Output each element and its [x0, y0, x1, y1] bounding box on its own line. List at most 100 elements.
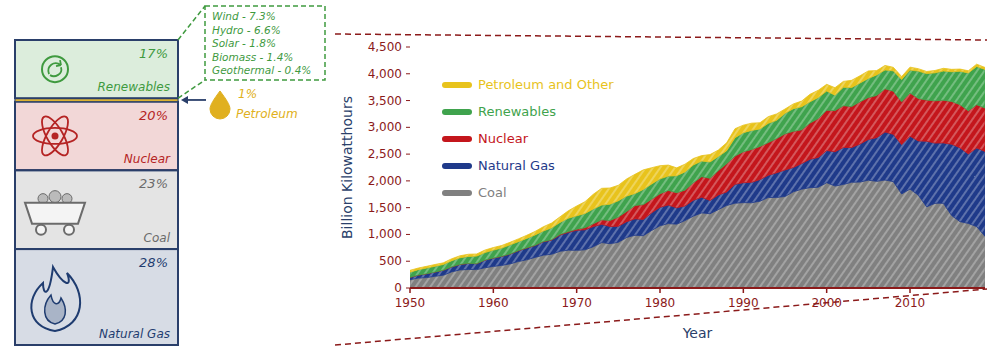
share-name: Petroleum — [236, 107, 298, 121]
breakdown-box — [205, 6, 325, 80]
breakdown-item: Biomass - 1.4% — [212, 51, 293, 63]
share-label: 1% — [238, 87, 257, 101]
y-tick-label: 500 — [379, 254, 402, 268]
y-axis: 0 500 1,000 1,500 2,000 2,500 3,000 3,500 4,000 4… — [339, 40, 410, 295]
y-tick-label: 4,000 — [368, 67, 402, 81]
x-tick-label: 1980 — [645, 296, 676, 310]
legend-label: Coal — [478, 185, 507, 200]
breakdown-link — [178, 80, 205, 98]
x-axis: 1950 1960 1970 1980 1990 2000 2010 Year — [395, 288, 985, 341]
share-name: Nuclear — [124, 152, 171, 166]
share-label: 28% — [139, 255, 168, 270]
y-tick — [406, 234, 410, 235]
x-tick-label: 1950 — [395, 296, 426, 310]
legend: Petroleum and Other Renewables Nuclear Natu… — [445, 77, 614, 200]
breakdown-item: Geothermal - 0.4% — [212, 64, 311, 76]
legend-swatch — [445, 136, 469, 142]
zoom-connector — [335, 34, 987, 40]
zoom-connector — [335, 289, 987, 345]
x-tick — [659, 288, 661, 293]
flame-outer — [31, 267, 80, 331]
share-label: 23% — [139, 176, 168, 191]
y-tick-label: 4,500 — [368, 40, 402, 54]
y-tick — [406, 180, 410, 181]
share-name: Renewables — [98, 80, 170, 94]
y-tick-label: 3,000 — [368, 120, 402, 134]
breakdown-item: Wind - 7.3% — [212, 10, 276, 22]
share-box — [15, 249, 178, 345]
atom-orbit — [37, 113, 73, 159]
x-tick — [909, 288, 911, 293]
icon — [33, 113, 77, 159]
share-label: 20% — [139, 108, 168, 123]
legend-swatch — [445, 163, 469, 169]
icon — [42, 56, 68, 82]
y-tick — [406, 100, 410, 101]
drop — [210, 91, 230, 119]
area — [410, 67, 985, 278]
atom-core — [52, 132, 59, 139]
legend-label: Nuclear — [478, 131, 529, 146]
cart-wheel — [64, 225, 74, 235]
x-tick — [493, 288, 495, 293]
cart-wheel — [36, 225, 46, 235]
y-tick — [406, 127, 410, 128]
y-tick — [406, 154, 410, 155]
x-tick-label: 1990 — [728, 296, 759, 310]
x-tick — [743, 288, 745, 293]
recycle-ring — [42, 56, 68, 82]
plot-area — [410, 64, 985, 288]
share-box — [15, 170, 178, 249]
x-tick — [826, 288, 828, 293]
y-tick-label: 1,500 — [368, 201, 402, 215]
breakdown-item: Hydro - 6.6% — [212, 24, 281, 36]
y-tick-label: 2,500 — [368, 147, 402, 161]
x-tick-label: 2010 — [895, 296, 926, 310]
y-tick — [406, 73, 410, 74]
page: {"chart_data": [ {"type": "stacked_bar",… — [0, 0, 1000, 355]
y-tick-label: 0 — [394, 281, 402, 295]
flame-inner — [45, 295, 66, 324]
x-tick — [576, 288, 578, 293]
area — [410, 64, 985, 272]
figure: 28% Natural Gas 23% Coal 20% Nuclear 1% Petrole… — [0, 0, 1000, 355]
x-axis-line — [410, 287, 985, 289]
legend-swatch — [445, 190, 469, 196]
x-tick-label: 1970 — [561, 296, 592, 310]
x-axis-title: Year — [682, 325, 713, 341]
pointer-arrow — [186, 99, 206, 101]
legend-label: Natural Gas — [478, 158, 555, 173]
y-tick — [406, 288, 410, 289]
y-axis-title: Billion Kilowatthours — [339, 96, 355, 239]
pointer-head — [181, 96, 188, 104]
share-column: 28% Natural Gas 23% Coal 20% Nuclear 1% Petrole… — [15, 40, 298, 345]
x-tick — [409, 288, 411, 293]
share-label: 17% — [139, 46, 168, 61]
legend-swatch — [445, 82, 469, 88]
x-tick-label: 1960 — [478, 296, 509, 310]
y-tick-label: 1,000 — [368, 227, 402, 241]
breakdown-link — [178, 6, 205, 40]
atom-orbit — [37, 113, 73, 159]
cart-body — [25, 203, 85, 224]
icon — [210, 91, 230, 119]
y-tick-label: 3,500 — [368, 94, 402, 108]
y-tick-label: 2,000 — [368, 174, 402, 188]
x-tick-label: 2000 — [811, 296, 842, 310]
icon — [31, 267, 80, 331]
breakdown-item: Solar - 1.8% — [212, 37, 276, 49]
share-box — [15, 102, 178, 171]
y-tick — [406, 47, 410, 48]
y-tick — [406, 261, 410, 262]
share-name: Natural Gas — [99, 327, 170, 341]
legend-label: Petroleum and Other — [478, 77, 614, 92]
legend-label: Renewables — [478, 104, 556, 119]
atom-orbit — [33, 128, 77, 144]
share-name: Coal — [144, 231, 171, 245]
recycle-arrows — [48, 60, 61, 76]
breakdown: Wind - 7.3% Hydro - 6.6%Solar - 1.8% Bioma… — [178, 6, 325, 98]
y-tick — [406, 207, 410, 208]
share-box — [15, 40, 178, 98]
icon — [25, 191, 85, 235]
coal-lump — [49, 191, 61, 203]
